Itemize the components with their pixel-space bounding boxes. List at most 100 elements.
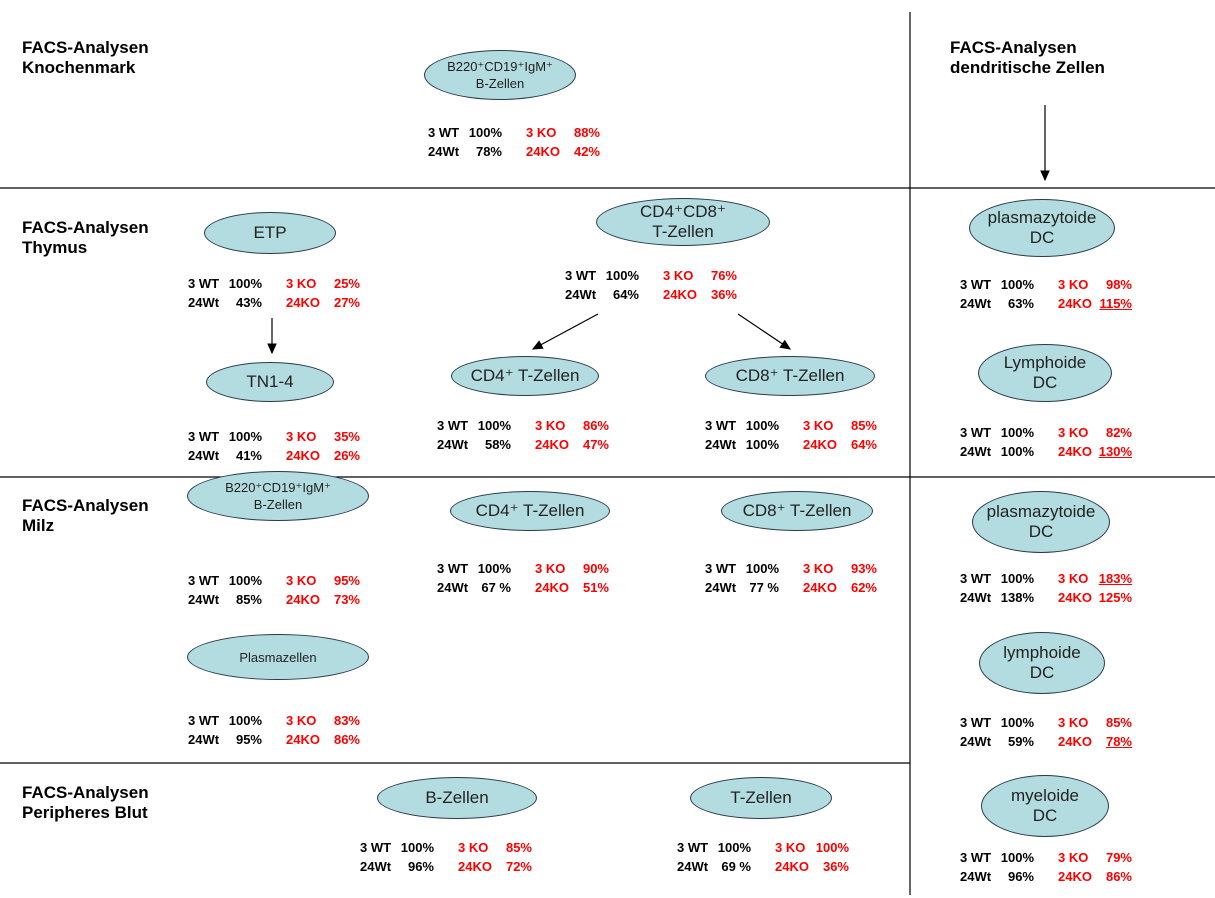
wt-label: 24Wt (188, 732, 220, 747)
ko-value: 98% (1105, 277, 1132, 292)
title-line: FACS-Analysen (22, 38, 149, 57)
wt-value: 58% (484, 437, 511, 452)
wt-label: 3 WT (960, 715, 992, 730)
wt-label: 3 WT (188, 429, 220, 444)
cell-node: TN1-4 (206, 362, 334, 402)
wt-label: 24Wt (960, 590, 992, 605)
node-label: T-Zellen (730, 788, 792, 807)
spacer (502, 142, 526, 161)
ko-label: 3 KO (663, 268, 694, 283)
ko-label: 24KO (803, 580, 837, 595)
wt-value: 85% (235, 592, 262, 607)
node-label: Plasmazellen (239, 649, 317, 665)
ko-value: 36% (710, 287, 737, 302)
node-label: lymphoide (1003, 643, 1081, 662)
ko-label: 3 KO (535, 561, 566, 576)
ko-label: 24KO (535, 580, 569, 595)
wt-label: 24Wt (188, 592, 220, 607)
stats: 3 WT 100% 3 KO 85% 24Wt 100% 24KO 64% (705, 416, 877, 454)
cell-node: CD4⁺ T-Zellen (451, 356, 599, 396)
ko-label: 3 KO (535, 418, 566, 433)
node-label: CD8⁺ T-Zellen (735, 366, 845, 385)
wt-value: 96% (1007, 869, 1034, 884)
wt-value: 100% (717, 840, 751, 855)
node-label: DC (1029, 228, 1055, 247)
spacer (262, 274, 286, 293)
arrow (531, 313, 599, 350)
section-title: FACS-Analysen Thymus (22, 218, 149, 258)
wt-value: 100% (1000, 425, 1034, 440)
wt-value: 95% (235, 732, 262, 747)
node-label: TN1-4 (246, 372, 294, 391)
spacer (262, 293, 286, 312)
wt-label: 24Wt (188, 295, 220, 310)
stats: 3 WT 100% 3 KO 79% 24Wt 96% 24KO 86% (960, 848, 1132, 886)
wt-value: 69 % (721, 859, 751, 874)
title-line: FACS-Analysen (950, 38, 1077, 57)
spacer (511, 578, 535, 597)
cell-node: B220⁺CD19⁺IgM⁺ B-Zellen (187, 471, 369, 521)
node-label: DC (1032, 373, 1058, 392)
ko-value: 79% (1105, 850, 1132, 865)
title-line: Peripheres Blut (22, 803, 148, 822)
spacer (1034, 848, 1058, 867)
wt-value: 67 % (481, 580, 511, 595)
spacer (434, 838, 458, 857)
wt-value: 100% (477, 418, 511, 433)
wt-label: 3 WT (960, 850, 992, 865)
wt-value: 100% (228, 573, 262, 588)
ko-value: 27% (333, 295, 360, 310)
section-title: FACS-Analysen dendritische Zellen (950, 38, 1105, 78)
wt-label: 24Wt (437, 437, 469, 452)
spacer (262, 427, 286, 446)
wt-value: 100% (745, 418, 779, 433)
ko-value: 36% (822, 859, 849, 874)
cell-node: Lymphoide DC (978, 344, 1112, 402)
ko-value: 78% (1105, 734, 1132, 749)
wt-value: 78% (475, 144, 502, 159)
stats: 3 WT 100% 3 KO 93% 24Wt 77 % 24KO 62% (705, 559, 877, 597)
spacer (1034, 713, 1058, 732)
wt-label: 3 WT (565, 268, 597, 283)
cell-node: CD8⁺ T-Zellen (705, 356, 875, 396)
ko-value: 35% (333, 429, 360, 444)
ko-value: 51% (582, 580, 609, 595)
stats: 3 WT 100% 3 KO 25% 24Wt 43% 24KO 27% (188, 274, 360, 312)
ko-label: 24KO (803, 437, 837, 452)
wt-value: 100% (400, 840, 434, 855)
wt-label: 3 WT (437, 561, 469, 576)
ko-value: 47% (582, 437, 609, 452)
ko-value: 86% (1105, 869, 1132, 884)
wt-label: 24Wt (960, 869, 992, 884)
ko-value: 83% (333, 713, 360, 728)
wt-label: 3 WT (960, 277, 992, 292)
wt-value: 43% (235, 295, 262, 310)
ko-label: 3 KO (1058, 571, 1089, 586)
wt-value: 100% (228, 276, 262, 291)
ko-label: 3 KO (286, 573, 317, 588)
ko-value: 88% (573, 125, 600, 140)
title-line: Knochenmark (22, 58, 136, 77)
title-line: FACS-Analysen (22, 783, 149, 802)
stats: 3 WT 100% 3 KO 86% 24Wt 58% 24KO 47% (437, 416, 609, 454)
spacer (1034, 423, 1058, 442)
wt-label: 3 WT (960, 571, 992, 586)
title-line: FACS-Analysen (22, 496, 149, 515)
cell-node: Plasmazellen (187, 634, 369, 680)
spacer (262, 571, 286, 590)
node-label: DC (1032, 806, 1058, 825)
node-label: B-Zellen (475, 76, 525, 91)
stats: 3 WT 100% 3 KO 183% 24Wt 138% 24KO 125% (960, 569, 1132, 607)
stats: 3 WT 100% 3 KO 100% 24Wt 69 % 24KO 36% (677, 838, 849, 876)
ko-label: 24KO (775, 859, 809, 874)
ko-value: 85% (505, 840, 532, 855)
node-label: B220⁺CD19⁺IgM⁺ (225, 480, 331, 495)
ko-label: 3 KO (286, 276, 317, 291)
spacer (779, 559, 803, 578)
ko-value: 42% (573, 144, 600, 159)
stats: 3 WT 100% 3 KO 85% 24Wt 96% 24KO 72% (360, 838, 532, 876)
ko-value: 76% (710, 268, 737, 283)
spacer (779, 578, 803, 597)
ko-label: 3 KO (458, 840, 489, 855)
spacer (434, 857, 458, 876)
